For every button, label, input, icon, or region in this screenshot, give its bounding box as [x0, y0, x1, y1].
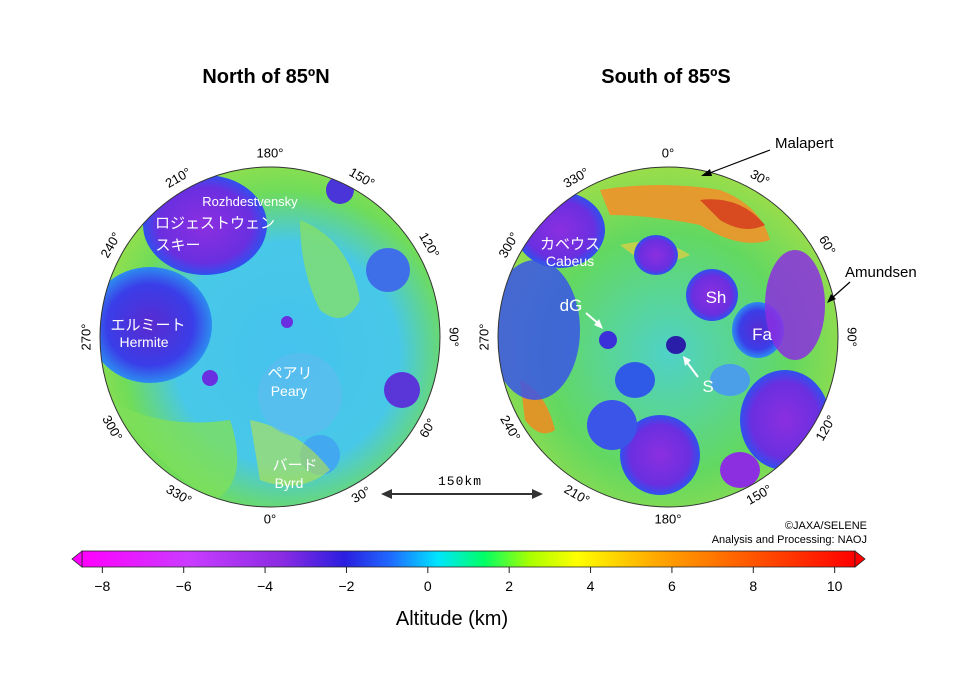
- south-pole-title: South of 85ºS: [601, 66, 731, 88]
- rozhdestvensky-crater: [143, 175, 267, 275]
- cabeus-label: Cabeus: [546, 253, 594, 269]
- shoemaker-label: Sh: [706, 288, 727, 307]
- north-degree-label: 150°: [347, 164, 378, 190]
- byrd-label: Byrd: [275, 475, 304, 491]
- malapert-arrow: [706, 149, 771, 175]
- shackleton-label: S: [702, 377, 713, 396]
- north-degree-label: 210°: [163, 164, 194, 190]
- colorbar-right-arrow: [854, 550, 866, 568]
- hermite-crater: [100, 267, 212, 383]
- north-pole-title: North of 85ºN: [202, 66, 330, 88]
- scale-bar: 150km: [381, 474, 543, 499]
- south-degree-label: 330°: [561, 164, 592, 190]
- byrd-ja-label: バード: [272, 457, 317, 474]
- de-gerlache-crater: [599, 331, 617, 349]
- shackleton-pointer: [685, 360, 699, 378]
- shackleton-crater: [666, 336, 686, 354]
- colorbar-tick-label: 6: [668, 578, 676, 594]
- peary-label: Peary: [271, 383, 308, 399]
- colorbar-tick-label: 10: [827, 578, 843, 594]
- north-degree-label: 30°: [349, 483, 374, 506]
- south-degree-label: 180°: [655, 511, 682, 526]
- colorbar-left-arrow: [71, 550, 83, 568]
- scale-bar-label: 150km: [438, 474, 482, 489]
- south-pole-map: [498, 167, 838, 507]
- rozhdestvensky-label: Rozhdestvensky: [202, 194, 298, 209]
- rozhdestvensky-ja-label-2: スキー: [155, 237, 200, 254]
- south-degree-label: 300°: [495, 230, 521, 261]
- north-degree-label: 270°: [78, 324, 93, 351]
- cabeus-ja-label: カベウス: [540, 236, 600, 253]
- south-degree-label: 60°: [816, 233, 839, 258]
- colorbar-tick-label: −6: [176, 578, 192, 594]
- north-degree-label: 60°: [416, 416, 439, 441]
- north-pole-map: [100, 167, 440, 507]
- north-degree-label: 180°: [257, 145, 284, 160]
- rozhdestvensky-ja-label: ロジェストウェン: [155, 215, 275, 232]
- south-degree-label: 90°: [845, 327, 860, 347]
- north-degree-label: 90°: [447, 327, 462, 347]
- north-degree-label: 0°: [264, 511, 276, 526]
- colorbar-tick-label: 0: [424, 578, 432, 594]
- colorbar-tick-label: −4: [257, 578, 273, 594]
- hermite-ja-label: エルミート: [110, 317, 185, 334]
- colorbar-tick-label: 4: [587, 578, 595, 594]
- colorbar-label: Altitude (km): [395, 608, 509, 630]
- credit-line-2: Analysis and Processing: NAOJ: [711, 534, 867, 546]
- malapert-callout: Malapert: [775, 135, 834, 152]
- south-degree-label: 270°: [476, 324, 491, 351]
- colorbar-gradient: [81, 550, 856, 568]
- amundsen-callout: Amundsen: [845, 264, 917, 281]
- de-gerlache-label: dG: [560, 296, 583, 315]
- south-degree-label: 30°: [748, 166, 773, 189]
- north-degree-label: 240°: [97, 230, 123, 261]
- south-degree-label: 0°: [662, 145, 674, 160]
- peary-ja-label: ペアリ: [267, 365, 312, 382]
- amundsen-arrow: [831, 281, 851, 299]
- north-degree-label: 120°: [416, 230, 442, 261]
- colorbar-tick-label: 8: [749, 578, 757, 594]
- faustini-label: Fa: [752, 325, 772, 344]
- shoemaker-crater: [686, 269, 738, 321]
- colorbar-tick-label: −8: [94, 578, 110, 594]
- colorbar-tick-label: 2: [505, 578, 513, 594]
- colorbar: −8 −6 −4 −2 0 2 4 6 8 10: [71, 550, 866, 594]
- colorbar-tick-label: −2: [338, 578, 354, 594]
- credit-line-1: ©JAXA/SELENE: [784, 520, 867, 532]
- hermite-label: Hermite: [119, 334, 168, 350]
